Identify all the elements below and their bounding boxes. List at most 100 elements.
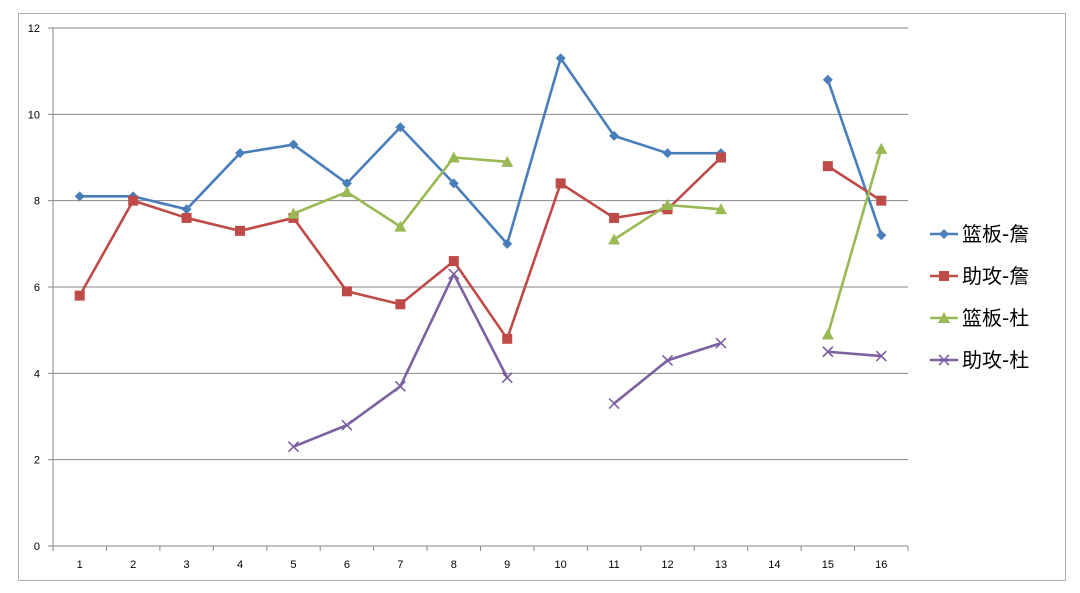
- x-tick-label: 6: [344, 559, 350, 571]
- data-point: [609, 212, 620, 223]
- y-tick-label: 6: [34, 282, 40, 294]
- y-tick-label: 0: [34, 541, 40, 553]
- legend-entry-3: 篮板-杜: [930, 306, 1029, 330]
- series-4: [287, 268, 887, 453]
- legend-label: 篮板-詹: [962, 222, 1029, 246]
- series-line: [78, 156, 722, 341]
- data-point: [235, 148, 246, 159]
- legend-marker: [939, 229, 949, 239]
- legend-entry-4: 助攻-杜: [930, 348, 1029, 372]
- x-tick-label: 5: [290, 559, 296, 571]
- data-point: [608, 233, 621, 245]
- data-point: [448, 268, 460, 280]
- legend-marker: [938, 312, 950, 323]
- data-point: [714, 203, 727, 215]
- data-point: [821, 328, 834, 340]
- data-point: [715, 337, 727, 349]
- series-line: [827, 350, 882, 358]
- legend-entry-2: 助攻-詹: [930, 264, 1029, 288]
- series-line: [826, 148, 883, 335]
- grid-layer: [53, 27, 908, 461]
- x-tick-label: 8: [451, 559, 457, 571]
- legend-label: 篮板-杜: [962, 306, 1029, 330]
- x-tick-label: 4: [237, 559, 243, 571]
- marker-x-stroke: [938, 354, 950, 366]
- legend-entry-1: 篮板-詹: [930, 222, 1029, 246]
- data-point: [288, 139, 299, 150]
- data-point: [181, 212, 192, 223]
- data-point: [715, 152, 726, 163]
- data-point: [876, 195, 887, 206]
- legend-marker: [939, 271, 949, 281]
- marker-x-stroke: [287, 441, 300, 453]
- data-point: [661, 354, 674, 366]
- data-point: [502, 238, 513, 249]
- x-tick-label: 7: [397, 559, 403, 571]
- marker-x-stroke: [394, 380, 406, 392]
- data-point: [447, 151, 460, 163]
- data-point: [555, 53, 566, 64]
- x-tick-label: 16: [875, 559, 887, 571]
- series-1: [74, 53, 887, 249]
- x-tick-label: 1: [77, 559, 83, 571]
- data-point: [501, 372, 513, 384]
- legend-label: 助攻-詹: [962, 264, 1029, 288]
- y-tick-label: 10: [28, 109, 40, 121]
- y-tick-label: 8: [34, 196, 40, 208]
- marker-x-stroke: [448, 268, 460, 280]
- data-point: [608, 397, 620, 410]
- data-point: [875, 142, 888, 154]
- data-point: [341, 419, 353, 431]
- marker-x-stroke: [822, 346, 834, 358]
- data-point: [394, 380, 406, 392]
- x-tick-label: 10: [555, 559, 567, 571]
- x-tick-label: 14: [768, 559, 780, 571]
- data-point: [128, 195, 139, 206]
- data-point: [341, 178, 352, 189]
- data-point: [662, 148, 673, 159]
- data-point: [394, 220, 407, 232]
- marker-x-stroke: [501, 372, 513, 384]
- x-tick-label: 11: [608, 559, 619, 571]
- x-tick-label: 2: [130, 559, 136, 571]
- data-point: [287, 441, 300, 453]
- data-point: [822, 74, 833, 85]
- data-point: [822, 161, 833, 172]
- x-tick-label: 15: [822, 559, 834, 571]
- marker-x-stroke: [661, 354, 674, 366]
- data-point: [235, 225, 246, 236]
- data-point: [287, 207, 300, 219]
- data-point: [181, 204, 192, 215]
- marker-x-stroke: [608, 397, 620, 410]
- marker-x-stroke: [715, 337, 727, 349]
- x-tick-label: 3: [184, 559, 190, 571]
- data-point: [661, 198, 674, 210]
- data-point: [609, 130, 620, 141]
- marker-x-stroke: [875, 350, 887, 362]
- legend-marker: [938, 354, 950, 366]
- x-tick-label: 13: [715, 559, 727, 571]
- y-tick-label: 2: [34, 455, 40, 467]
- data-point: [74, 290, 85, 301]
- legend-label: 助攻-杜: [962, 348, 1029, 372]
- data-point: [502, 333, 513, 344]
- y-tick-label: 4: [34, 368, 40, 380]
- series-2: [74, 152, 887, 344]
- series-layer: [74, 53, 888, 453]
- x-tick-label: 12: [661, 559, 673, 571]
- data-point: [448, 256, 459, 267]
- data-point: [448, 178, 459, 189]
- data-point: [74, 191, 85, 202]
- data-point: [395, 299, 406, 310]
- marker-x-stroke: [341, 419, 353, 431]
- legend: 篮板-詹助攻-詹篮板-杜助攻-杜: [930, 222, 1029, 372]
- data-point: [875, 350, 887, 362]
- data-point: [340, 186, 353, 198]
- series-line: [827, 165, 882, 202]
- data-point: [822, 346, 834, 358]
- series-line: [826, 79, 883, 236]
- data-point: [555, 178, 566, 189]
- data-point: [501, 155, 514, 167]
